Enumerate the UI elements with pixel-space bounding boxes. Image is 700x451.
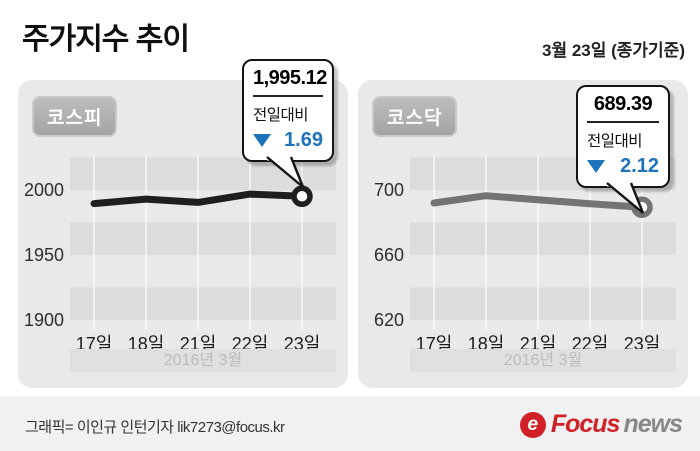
kospi-change-label: 전일대비 [253, 107, 309, 124]
callout-tail [266, 156, 305, 188]
callout-divider [587, 121, 659, 123]
kospi-period-label: 2016년 3월 [70, 349, 336, 372]
logo-text-focus: Focus [550, 410, 621, 438]
kospi-ytick: 1900 [23, 310, 64, 330]
kosdaq-period-label: 2016년 3월 [410, 349, 676, 372]
down-triangle-icon [587, 160, 605, 173]
kosdaq-close-value: 689.39 [593, 93, 653, 115]
kospi-ytick: 1950 [23, 245, 64, 265]
kosdaq-callout: 689.39 전일대비 2.12 [576, 85, 670, 214]
kosdaq-ytick: 700 [373, 180, 404, 200]
kosdaq-panel: 코스닥 700 660 620 17일 18일 21일 22일 23일 2016… [358, 80, 688, 388]
kospi-close-value: 1,995.12 [253, 67, 327, 89]
kosdaq-change-label: 전일대비 [587, 133, 643, 150]
callout-tail [606, 182, 645, 214]
kospi-change-value: 1.69 [284, 129, 323, 151]
callout-divider [253, 95, 323, 97]
footer-bar: 그래픽= 이인규 인턴기자 lik7273@focus.kr e Focus n… [0, 396, 700, 451]
kosdaq-change-row: 2.12 [587, 155, 659, 178]
kosdaq-change-value: 2.12 [620, 155, 659, 177]
kospi-badge: 코스피 [32, 96, 118, 137]
kospi-callout: 1,995.12 전일대비 1.69 [242, 59, 334, 188]
down-triangle-icon [253, 134, 271, 147]
kospi-line-chart [70, 155, 336, 330]
date-note: 3월 23일 (종가기준) [542, 41, 685, 60]
page-title: 주가지수 추이 [22, 23, 190, 56]
focus-news-e-icon: e [519, 411, 546, 438]
credit-text: 그래픽= 이인규 인턴기자 lik7273@focus.kr [25, 419, 285, 436]
kosdaq-badge: 코스닥 [372, 96, 458, 137]
logo-text-news: news [623, 410, 683, 438]
focus-news-logo: e Focus news [519, 410, 683, 439]
kospi-change-row: 1.69 [253, 129, 323, 152]
kosdaq-ytick: 620 [373, 310, 404, 330]
kospi-ytick: 2000 [23, 180, 64, 200]
kosdaq-ytick: 660 [373, 245, 404, 265]
